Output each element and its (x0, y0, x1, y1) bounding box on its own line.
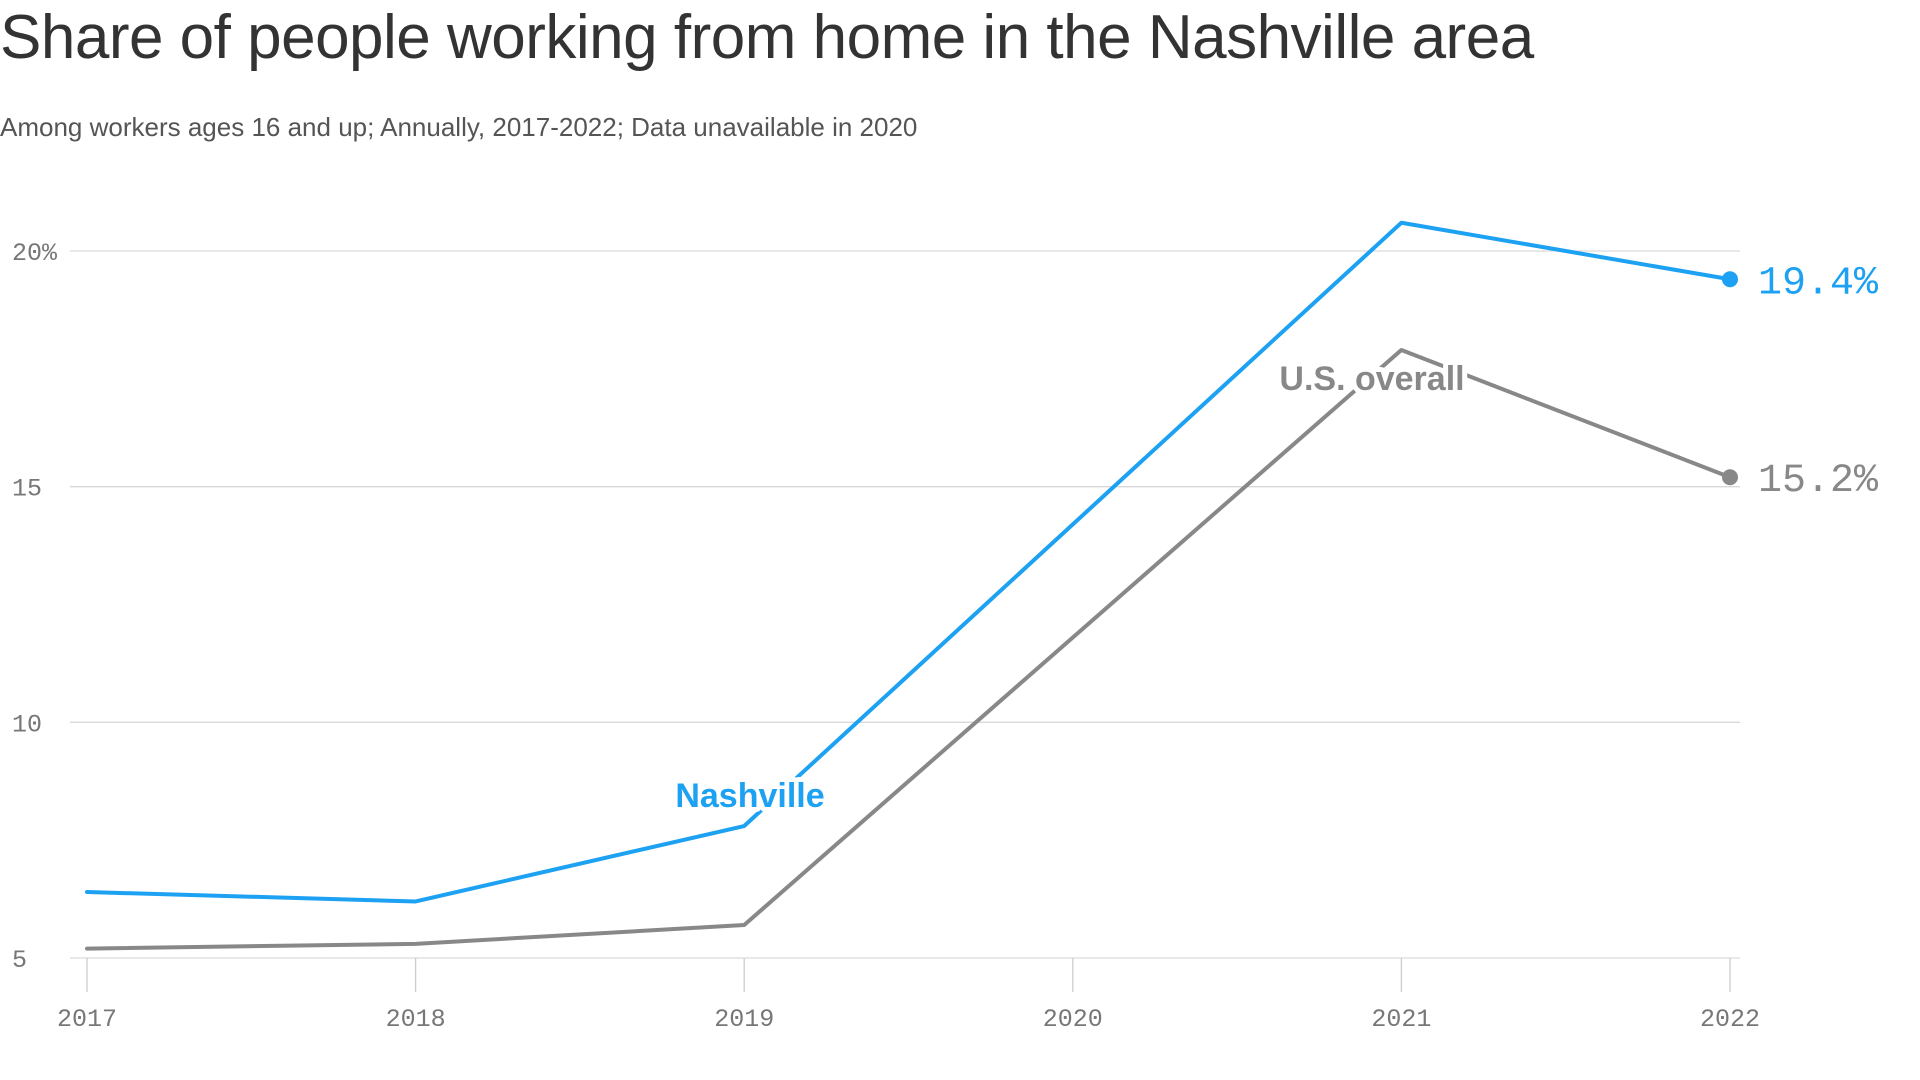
grid-lines (70, 250, 1740, 959)
nashville-end-label: 19.4% (1758, 261, 1879, 306)
us-overall-end-point (1722, 469, 1738, 486)
y-tick-label: 15 (12, 475, 42, 504)
y-tick-label: 5 (12, 946, 27, 975)
x-tick-label: 2017 (57, 1005, 117, 1034)
us-overall-end-label: 15.2% (1758, 459, 1879, 504)
nashville-line (85, 220, 1732, 904)
nashville-end-point (1722, 271, 1738, 288)
x-tick-label: 2020 (1043, 1005, 1103, 1034)
us-overall-series-label-halo: U.S. overall (1279, 360, 1464, 398)
x-tick-label: 2019 (714, 1005, 774, 1034)
y-tick-label: 10 (12, 710, 42, 739)
x-tick-label: 2021 (1371, 1005, 1431, 1034)
y-axis: 5 10 15 20% (12, 239, 58, 975)
us-overall-series-label: U.S. overall (1279, 360, 1464, 398)
x-tick-label: 2018 (386, 1005, 446, 1034)
nashville-series-label: Nashville (675, 777, 824, 815)
nashville-series-label-halo: Nashville (675, 777, 824, 815)
x-tick-label: 2022 (1700, 1005, 1760, 1034)
chart-title: Share of people working from home in the… (0, 3, 1534, 72)
series-lines (85, 220, 1738, 951)
y-tick-label: 20% (12, 239, 58, 268)
chart-subtitle: Among workers ages 16 and up; Annually, … (0, 112, 918, 142)
x-axis: 2017 2018 2019 2020 2021 2022 (57, 958, 1760, 1034)
us-overall-line (85, 347, 1732, 951)
